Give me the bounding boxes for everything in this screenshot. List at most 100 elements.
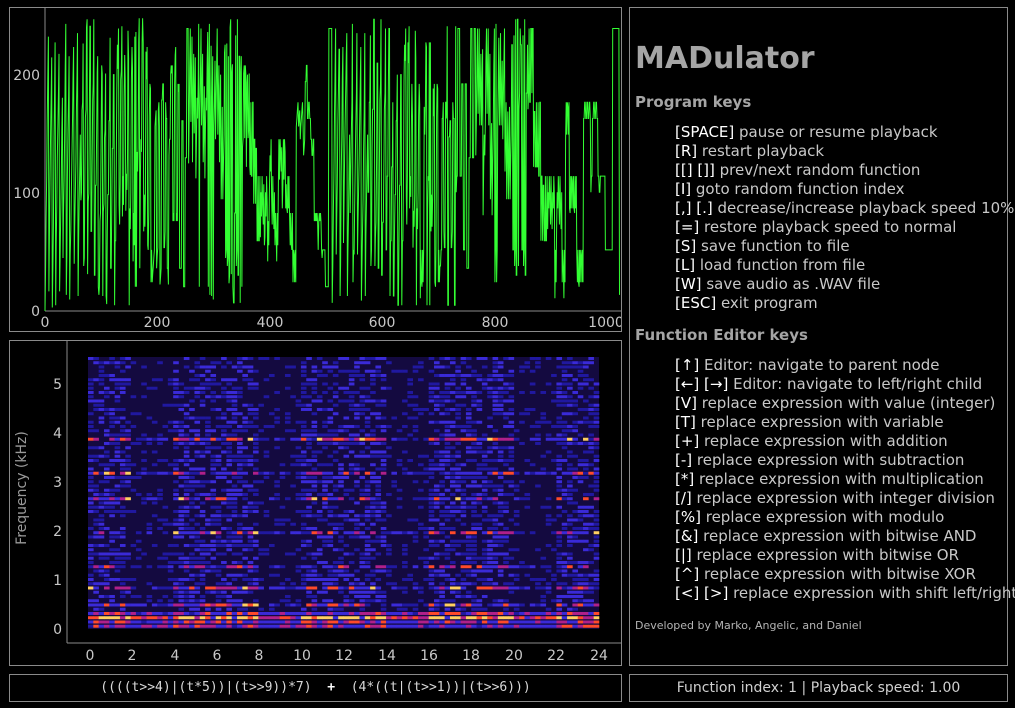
key-description: replace expression with shift left/right bbox=[728, 584, 1015, 602]
key-label: [L] bbox=[675, 256, 696, 274]
status-text: Function index: 1 | Playback speed: 1.00 bbox=[676, 680, 961, 696]
spectrogram-x-tick: 20 bbox=[505, 648, 523, 664]
spectrogram-y-tick: 4 bbox=[53, 426, 62, 442]
spectrogram-x-tick: 4 bbox=[171, 648, 180, 664]
spectrogram-x-tick: 8 bbox=[255, 648, 264, 664]
waveform-x-tick: 800 bbox=[482, 315, 509, 331]
key-label: [/] bbox=[675, 489, 692, 507]
spectrogram-x-tick: 16 bbox=[420, 648, 438, 664]
key-label: [-] bbox=[675, 451, 693, 469]
key-description: replace expression with addition bbox=[699, 432, 948, 450]
spectrogram-y-tick: 5 bbox=[53, 377, 62, 393]
key-description: save function to file bbox=[696, 237, 850, 255]
spectrogram-y-tick: 0 bbox=[53, 622, 62, 638]
key-row-variable: [T] replace expression with variable bbox=[675, 413, 1015, 432]
spectrogram-y-tick: 1 bbox=[53, 573, 62, 589]
waveform-x-tick: 1000 bbox=[588, 315, 621, 331]
editor-keys-list: [↑] Editor: navigate to parent node [←] … bbox=[675, 356, 1015, 603]
key-description: replace expression with bitwise XOR bbox=[699, 565, 976, 583]
spectrogram-x-tick: 24 bbox=[590, 648, 608, 664]
key-row-save: [S] save function to file bbox=[675, 237, 1014, 256]
spectrogram-x-tick: 2 bbox=[128, 648, 137, 664]
waveform-y-tick: 0 bbox=[31, 304, 40, 320]
spectrogram-panel: Frequency (kHz) 0 1 2 3 4 5 0 2 4 6 8 10… bbox=[9, 340, 622, 666]
spectrogram-x-tick: 22 bbox=[547, 648, 565, 664]
key-description: replace expression with value (integer) bbox=[696, 394, 996, 412]
spectrogram-y-tick: 2 bbox=[53, 524, 62, 540]
credits: Developed by Marko, Angelic, and Daniel bbox=[635, 619, 862, 632]
spectrogram-x-ticks: 0 2 4 6 8 10 12 14 16 18 20 22 24 bbox=[86, 648, 608, 664]
key-row-load: [L] load function from file bbox=[675, 256, 1014, 275]
key-row-shift: [<] [>] replace expression with shift le… bbox=[675, 584, 1015, 603]
key-label: [^] bbox=[675, 565, 700, 583]
key-row-subtraction: [-] replace expression with subtraction bbox=[675, 451, 1015, 470]
waveform-plot: 0 100 200 0 200 400 600 800 1000 bbox=[13, 8, 624, 331]
spectrogram-x-tick: 18 bbox=[462, 648, 480, 664]
key-label: [[] []] bbox=[675, 161, 715, 179]
key-label: [I] bbox=[675, 180, 692, 198]
key-description: restart playback bbox=[697, 142, 825, 160]
waveform-panel: 0 100 200 0 200 400 600 800 1000 bbox=[9, 7, 624, 332]
key-row-wav: [W] save audio as .WAV file bbox=[675, 275, 1014, 294]
spectrogram-plot: Frequency (kHz) 0 1 2 3 4 5 0 2 4 6 8 10… bbox=[14, 341, 621, 664]
key-row-goto: [I] goto random function index bbox=[675, 180, 1014, 199]
key-description: replace expression with bitwise OR bbox=[691, 546, 960, 564]
key-description: Editor: navigate to parent node bbox=[699, 356, 940, 374]
key-row-or: [|] replace expression with bitwise OR bbox=[675, 546, 1015, 565]
key-description: replace expression with integer division bbox=[691, 489, 995, 507]
status-bar: Function index: 1 | Playback speed: 1.00 bbox=[629, 674, 1008, 702]
spectrogram-y-ticks: 0 1 2 3 4 5 bbox=[53, 377, 62, 638]
program-keys-title: Program keys bbox=[635, 93, 752, 111]
key-label: [+] bbox=[675, 432, 700, 450]
key-label: [←] [→] bbox=[675, 375, 729, 393]
waveform-x-tick: 400 bbox=[257, 315, 284, 331]
key-description: goto random function index bbox=[691, 180, 905, 198]
key-label: [ESC] bbox=[675, 294, 717, 312]
key-description: prev/next random function bbox=[714, 161, 921, 179]
key-row-restart: [R] restart playback bbox=[675, 142, 1014, 161]
key-description: replace expression with bitwise AND bbox=[698, 527, 977, 545]
key-label: [V] bbox=[675, 394, 697, 412]
waveform-x-tick: 200 bbox=[144, 315, 171, 331]
key-label: [R] bbox=[675, 142, 698, 160]
key-row-addition: [+] replace expression with addition bbox=[675, 432, 1015, 451]
key-row-modulo: [%] replace expression with modulo bbox=[675, 508, 1015, 527]
expression-left[interactable]: ((((t>>4)|(t*5))|(t>>9))*7) bbox=[100, 680, 312, 695]
spectrogram-x-tick: 12 bbox=[335, 648, 353, 664]
waveform-y-tick: 100 bbox=[13, 186, 40, 202]
key-row-exit: [ESC] exit program bbox=[675, 294, 1014, 313]
spectrogram-y-label: Frequency (kHz) bbox=[14, 431, 30, 545]
info-panel: MADulator Program keys [SPACE] pause or … bbox=[629, 7, 1015, 666]
key-label: [SPACE] bbox=[675, 123, 735, 141]
spectrogram-x-tick: 0 bbox=[86, 648, 95, 664]
expression-right[interactable]: (4*((t|(t>>1))|(t>>6))) bbox=[350, 680, 531, 695]
key-row-parent: [↑] Editor: navigate to parent node bbox=[675, 356, 1015, 375]
key-label: [S] bbox=[675, 237, 697, 255]
waveform-x-tick: 0 bbox=[41, 315, 50, 331]
waveform-line bbox=[44, 18, 620, 312]
key-description: decrease/increase playback speed 10% bbox=[712, 199, 1015, 217]
function-expression[interactable]: ((((t>>4)|(t*5))|(t>>9))*7) + (4*((t|(t>… bbox=[10, 680, 621, 695]
expression-bar[interactable]: ((((t>>4)|(t*5))|(t>>9))*7) + (4*((t|(t>… bbox=[9, 674, 622, 702]
waveform-y-ticks: 0 100 200 bbox=[13, 68, 40, 320]
key-label: [%] bbox=[675, 508, 701, 526]
spectrogram-x-tick: 14 bbox=[378, 648, 396, 664]
key-label: [*] bbox=[675, 470, 695, 488]
key-description: restore playback speed to normal bbox=[699, 218, 957, 236]
spectrogram-y-tick: 3 bbox=[53, 475, 62, 491]
key-description: replace expression with modulo bbox=[700, 508, 945, 526]
spectrogram-x-tick: 6 bbox=[213, 648, 222, 664]
key-row-child: [←] [→] Editor: navigate to left/right c… bbox=[675, 375, 1015, 394]
key-label: [=] bbox=[675, 218, 700, 236]
waveform-x-ticks: 0 200 400 600 800 1000 bbox=[41, 315, 624, 331]
program-keys-list: [SPACE] pause or resume playback [R] res… bbox=[675, 123, 1014, 313]
expression-operator[interactable]: + bbox=[327, 680, 336, 695]
key-row-restore-speed: [=] restore playback speed to normal bbox=[675, 218, 1014, 237]
key-label: [T] bbox=[675, 413, 696, 431]
key-row-space: [SPACE] pause or resume playback bbox=[675, 123, 1014, 142]
spectrogram-x-tick: 10 bbox=[293, 648, 311, 664]
key-row-and: [&] replace expression with bitwise AND bbox=[675, 527, 1015, 546]
key-row-prev-next: [[] []] prev/next random function bbox=[675, 161, 1014, 180]
waveform-x-tick: 600 bbox=[369, 315, 396, 331]
key-description: exit program bbox=[716, 294, 818, 312]
